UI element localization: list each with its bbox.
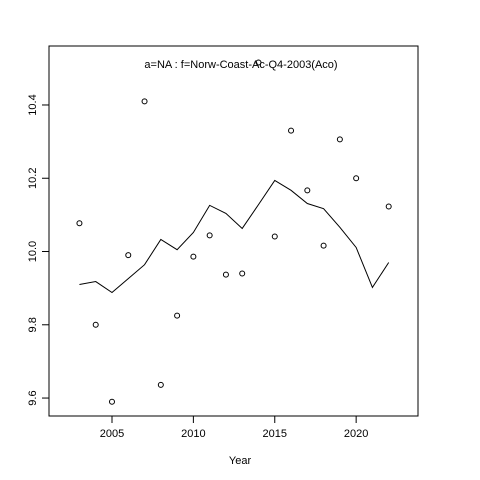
x-axis-label: Year	[229, 455, 252, 467]
point	[304, 187, 311, 194]
x-tick-label: 2020	[344, 428, 368, 440]
y-tick-label: 9.6	[27, 390, 39, 405]
point	[92, 321, 99, 328]
x-tick-label: 2010	[181, 428, 205, 440]
y-tick-label: 10.2	[27, 168, 39, 189]
point	[157, 381, 164, 388]
point	[320, 242, 327, 249]
point	[125, 252, 132, 259]
chart-title: a=NA : f=Norw-Coast-Ac-Q4-2003(Aco)	[144, 59, 337, 71]
y-tick-label: 9.8	[27, 317, 39, 332]
point	[222, 271, 229, 278]
point	[174, 312, 181, 319]
y-tick-label: 10.4	[27, 94, 39, 115]
x-tick-label: 2015	[263, 428, 287, 440]
point	[353, 175, 360, 182]
y-tick-label: 10.0	[27, 241, 39, 262]
point	[239, 270, 246, 277]
line	[79, 179, 390, 294]
point	[336, 136, 343, 143]
point	[108, 398, 115, 405]
plot-box	[48, 45, 419, 417]
point	[76, 220, 83, 227]
point	[255, 59, 262, 66]
point	[141, 98, 148, 105]
x-tick-label: 2005	[100, 428, 124, 440]
point	[190, 253, 197, 260]
point	[288, 127, 295, 134]
point	[385, 203, 392, 210]
point	[271, 233, 278, 240]
point	[206, 232, 213, 239]
